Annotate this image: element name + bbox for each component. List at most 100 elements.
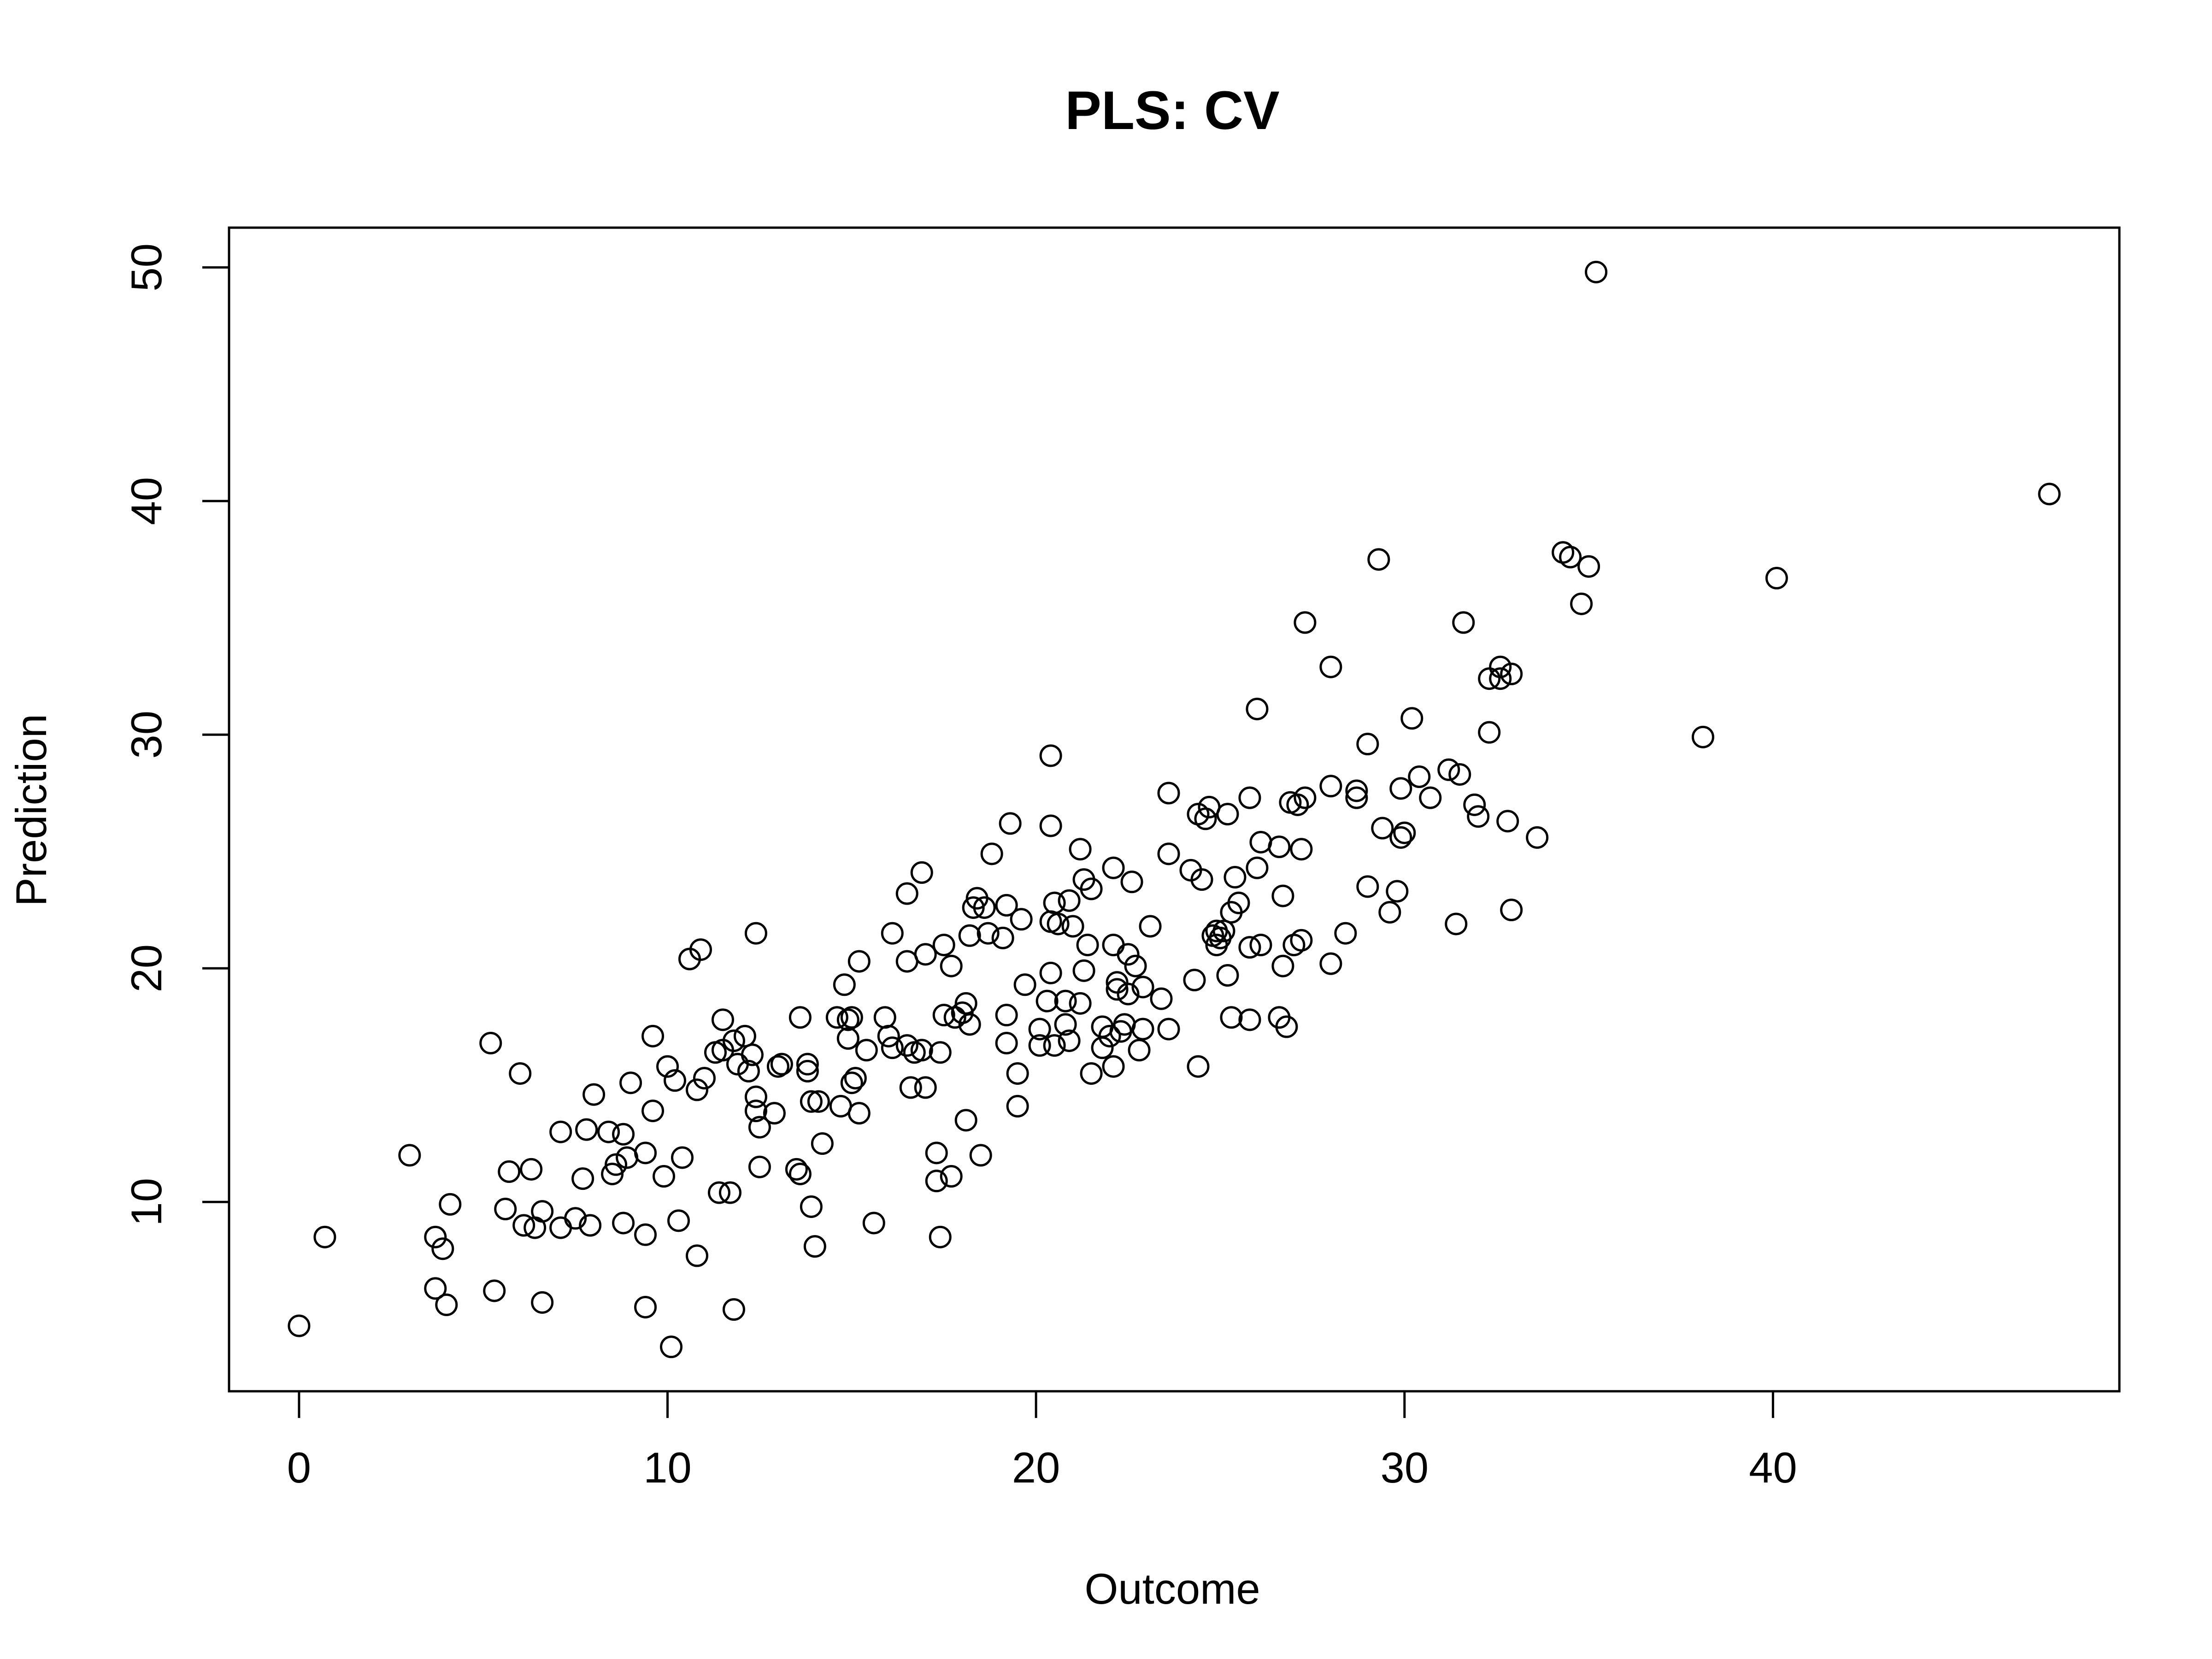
- data-point: [1371, 817, 1394, 840]
- data-point: [899, 1076, 922, 1099]
- data-point: [579, 1214, 602, 1237]
- data-point: [1054, 1013, 1077, 1036]
- data-point: [914, 1076, 937, 1099]
- data-point: [836, 1027, 859, 1050]
- data-point: [744, 1085, 767, 1108]
- x-tick-label: 40: [1749, 1443, 1797, 1492]
- data-point: [1294, 611, 1317, 634]
- data-point: [895, 1034, 918, 1057]
- data-point: [1080, 877, 1103, 900]
- data-point: [991, 926, 1014, 949]
- data-point: [1190, 868, 1213, 891]
- data-point: [844, 1067, 867, 1090]
- data-point: [1216, 803, 1239, 826]
- data-point: [1268, 835, 1291, 859]
- data-point: [660, 1335, 683, 1359]
- data-point: [940, 1165, 963, 1188]
- data-point: [656, 1055, 679, 1078]
- y-tick-label: 30: [122, 711, 171, 759]
- data-point: [520, 1158, 543, 1181]
- data-point: [744, 922, 767, 945]
- data-point: [1006, 1062, 1029, 1085]
- data-point: [785, 1158, 808, 1181]
- data-point: [1013, 973, 1036, 996]
- data-point: [1496, 810, 1519, 833]
- data-point: [862, 1212, 885, 1235]
- data-point: [881, 1036, 904, 1059]
- data-point: [925, 1170, 948, 1193]
- data-point: [1271, 954, 1294, 977]
- data-point: [313, 1225, 336, 1248]
- data-point: [932, 1004, 955, 1027]
- data-point: [1157, 1018, 1180, 1041]
- data-point: [1098, 1024, 1121, 1047]
- data-point: [597, 1120, 620, 1143]
- data-point: [1238, 786, 1261, 809]
- data-point: [825, 1006, 848, 1029]
- x-tick-label: 20: [1012, 1443, 1060, 1492]
- data-point: [1437, 758, 1460, 781]
- data-point: [718, 1181, 741, 1204]
- data-point: [1238, 1008, 1261, 1031]
- data-point: [958, 924, 981, 947]
- data-point: [1076, 934, 1099, 957]
- data-point: [1448, 763, 1471, 786]
- data-point: [748, 1155, 771, 1178]
- data-point: [1271, 884, 1294, 907]
- data-point: [741, 1043, 764, 1066]
- data-point: [707, 1181, 730, 1204]
- data-point: [1069, 992, 1092, 1015]
- data-point: [1463, 793, 1486, 816]
- data-point: [1286, 793, 1309, 816]
- data-point: [1559, 546, 1582, 569]
- data-point: [1194, 807, 1217, 830]
- data-point: [1227, 891, 1250, 914]
- data-point: [1319, 655, 1342, 678]
- data-point: [995, 1004, 1018, 1027]
- data-point: [1102, 1055, 1125, 1078]
- data-point: [958, 1013, 981, 1036]
- data-point: [1224, 866, 1247, 889]
- data-point: [847, 950, 871, 973]
- x-tick-label: 0: [287, 1443, 311, 1492]
- data-point: [605, 1153, 628, 1176]
- data-point: [803, 1235, 826, 1258]
- data-point: [1467, 805, 1490, 828]
- data-point: [881, 922, 904, 945]
- data-point: [1389, 777, 1412, 800]
- data-point: [796, 1059, 819, 1082]
- data-point: [1128, 1039, 1151, 1062]
- data-point: [1585, 260, 1608, 283]
- data-point: [435, 1293, 458, 1316]
- data-point: [1061, 915, 1084, 938]
- data-point: [564, 1207, 587, 1230]
- data-point: [748, 1116, 771, 1139]
- data-point: [1319, 952, 1342, 975]
- data-point: [693, 1067, 716, 1090]
- data-point: [1526, 826, 1549, 849]
- data-point: [1489, 667, 1512, 690]
- data-point: [1120, 871, 1143, 894]
- data-point: [788, 1006, 812, 1029]
- data-point: [398, 1144, 421, 1167]
- data-point: [1058, 1029, 1081, 1052]
- y-tick-label: 20: [122, 944, 171, 993]
- data-point: [1577, 555, 1600, 578]
- data-point: [1150, 987, 1173, 1010]
- data-point: [571, 1167, 594, 1190]
- data-point: [1246, 697, 1269, 720]
- data-point: [940, 954, 963, 977]
- data-point: [483, 1279, 506, 1302]
- data-point: [424, 1225, 447, 1248]
- data-point: [1080, 1062, 1103, 1085]
- data-point: [531, 1291, 554, 1314]
- data-point: [1319, 775, 1342, 798]
- x-axis: 0 10 20 30 40: [287, 1390, 1797, 1492]
- data-point: [512, 1214, 535, 1237]
- data-point: [1393, 821, 1416, 844]
- data-point: [1500, 662, 1523, 685]
- data-point: [1028, 1018, 1051, 1041]
- data-point: [686, 1078, 709, 1101]
- data-point: [1290, 929, 1313, 952]
- data-point: [1139, 915, 1162, 938]
